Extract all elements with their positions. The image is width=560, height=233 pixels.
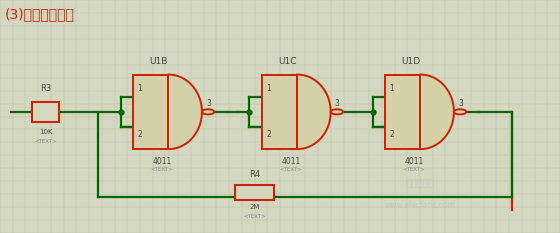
Text: <TEXT>: <TEXT> bbox=[35, 139, 57, 144]
Text: 4011: 4011 bbox=[281, 157, 300, 166]
Text: 1: 1 bbox=[137, 84, 142, 93]
Bar bbox=[385, 75, 421, 149]
Text: <TEXT>: <TEXT> bbox=[244, 214, 266, 219]
Bar bbox=[32, 102, 59, 122]
Circle shape bbox=[454, 109, 466, 114]
Text: <TEXT>: <TEXT> bbox=[279, 167, 302, 171]
Bar bbox=[133, 75, 169, 149]
Text: 2: 2 bbox=[390, 130, 394, 139]
Text: 2: 2 bbox=[267, 130, 271, 139]
Text: <TEXT>: <TEXT> bbox=[151, 167, 174, 171]
Text: U1B: U1B bbox=[150, 57, 168, 66]
Text: www.elecfans.com: www.elecfans.com bbox=[385, 201, 455, 209]
Text: 1: 1 bbox=[267, 84, 271, 93]
Bar bbox=[235, 185, 274, 200]
Bar bbox=[262, 75, 297, 149]
Text: 3: 3 bbox=[458, 99, 463, 108]
Text: 4011: 4011 bbox=[404, 157, 423, 166]
Text: (3)低频放大模块: (3)低频放大模块 bbox=[4, 7, 74, 21]
Text: <TEXT>: <TEXT> bbox=[403, 167, 426, 171]
Text: 1: 1 bbox=[390, 84, 394, 93]
Text: 4011: 4011 bbox=[152, 157, 171, 166]
Circle shape bbox=[202, 109, 214, 114]
Text: U1D: U1D bbox=[401, 57, 421, 66]
Text: 3: 3 bbox=[335, 99, 340, 108]
Text: 10K: 10K bbox=[39, 129, 53, 135]
Text: R3: R3 bbox=[40, 84, 52, 93]
Text: R4: R4 bbox=[249, 170, 260, 179]
Text: 2M: 2M bbox=[250, 205, 260, 210]
Polygon shape bbox=[169, 75, 202, 149]
Circle shape bbox=[331, 109, 343, 114]
Polygon shape bbox=[297, 75, 331, 149]
Text: U1C: U1C bbox=[278, 57, 297, 66]
Polygon shape bbox=[421, 75, 454, 149]
Text: 2: 2 bbox=[137, 130, 142, 139]
Text: 3: 3 bbox=[206, 99, 211, 108]
Text: 电子发烧友: 电子发烧友 bbox=[405, 177, 435, 187]
